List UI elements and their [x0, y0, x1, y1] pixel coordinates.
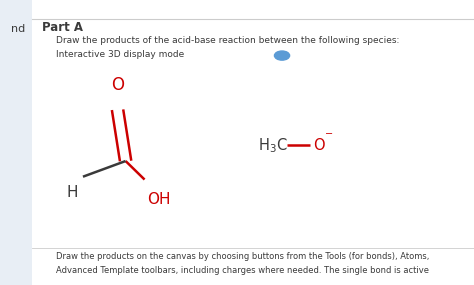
Text: −: − [325, 129, 333, 139]
Text: O: O [313, 138, 325, 153]
Text: Draw the products of the acid-base reaction between the following species:: Draw the products of the acid-base react… [56, 36, 399, 45]
Text: Draw the products on the canvas by choosing buttons from the Tools (for bonds), : Draw the products on the canvas by choos… [56, 252, 429, 261]
Text: nd: nd [11, 24, 26, 34]
Text: H$_3$C: H$_3$C [258, 136, 288, 155]
Text: i: i [281, 51, 283, 60]
Circle shape [274, 51, 290, 60]
Text: Interactive 3D display mode: Interactive 3D display mode [56, 50, 184, 59]
Text: O: O [111, 76, 124, 94]
Bar [0, 0, 32, 285]
Text: Part A: Part A [42, 21, 82, 34]
Text: Advanced Template toolbars, including charges where needed. The single bond is a: Advanced Template toolbars, including ch… [56, 266, 429, 276]
Text: OH: OH [147, 192, 171, 207]
Text: H: H [67, 185, 78, 200]
